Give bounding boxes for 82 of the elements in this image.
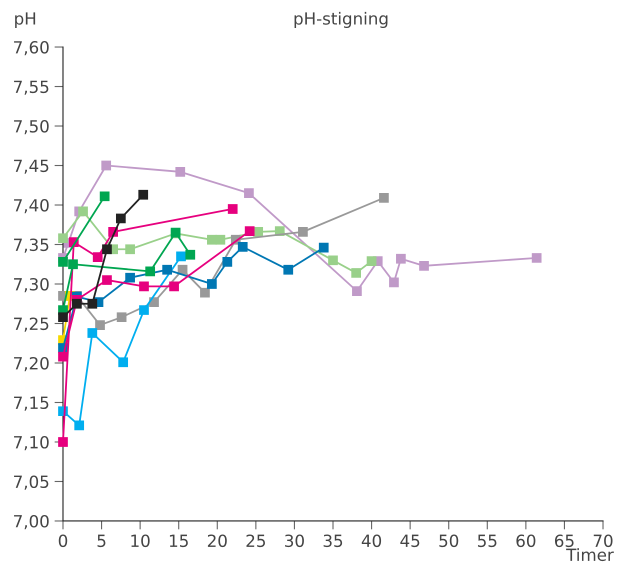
y-tick-label: 7,15 [14, 396, 48, 411]
y-tick-label: 7,50 [14, 120, 49, 134]
x-tick-label: 45 [400, 534, 420, 548]
point [58, 312, 68, 322]
point [125, 244, 135, 254]
point [78, 206, 88, 216]
point [228, 204, 238, 214]
point [419, 260, 429, 271]
y-tick-label: 7,35 [14, 238, 48, 253]
point [396, 254, 406, 264]
point [92, 252, 103, 262]
point [102, 244, 112, 254]
point [366, 256, 376, 266]
x-tick-label: 50 [439, 534, 458, 548]
point [95, 320, 105, 330]
point [216, 234, 226, 245]
point [298, 227, 308, 237]
x-tick-label: 70 [594, 534, 613, 548]
point [58, 233, 68, 244]
point [244, 226, 255, 236]
chart-title: pH-stigning [294, 12, 388, 28]
point [379, 193, 389, 203]
x-axis-title: Timer [566, 548, 614, 562]
point [222, 257, 232, 267]
x-tick-label: 65 [555, 534, 574, 548]
point [185, 250, 196, 260]
point [68, 259, 78, 270]
y-axis-title: pH [15, 12, 36, 28]
point [58, 257, 68, 267]
y-tick-label: 7,55 [14, 80, 48, 95]
point [328, 255, 338, 266]
x-tick-label: 10 [131, 534, 150, 548]
point [389, 278, 399, 288]
point [125, 272, 135, 283]
point [176, 251, 186, 262]
point [118, 357, 128, 368]
point [87, 298, 98, 309]
point [318, 242, 329, 253]
point [352, 286, 362, 296]
point [145, 266, 156, 276]
point [139, 282, 149, 292]
point [116, 312, 126, 322]
y-tick-label: 7,30 [14, 278, 49, 292]
point [283, 264, 294, 275]
point [87, 328, 98, 338]
point [207, 279, 217, 289]
y-tick-label: 7,05 [14, 475, 48, 490]
point [58, 437, 68, 447]
point [101, 160, 112, 170]
y-tick-label: 7,10 [14, 436, 49, 450]
point [72, 298, 82, 309]
point [244, 188, 254, 198]
x-tick-label: 55 [478, 534, 496, 548]
point [351, 268, 362, 278]
point [238, 242, 248, 252]
x-tick-label: 30 [285, 534, 304, 548]
point [74, 420, 84, 430]
point [116, 214, 126, 224]
point [169, 282, 179, 292]
x-tick-label: 35 [324, 534, 342, 548]
point [138, 190, 148, 200]
y-tick-label: 7,00 [14, 514, 49, 530]
x-tick-label: 15 [170, 534, 188, 548]
point [200, 288, 210, 298]
x-tick-label: 20 [208, 534, 227, 548]
y-tick-label: 7,60 [14, 40, 49, 56]
x-tick-label: 25 [246, 534, 266, 548]
x-tick-label: 60 [516, 534, 536, 548]
point [162, 264, 172, 275]
point [175, 166, 186, 177]
x-tick-label: 5 [98, 534, 106, 548]
point [139, 305, 149, 315]
y-tick-label: 7,25 [14, 317, 48, 332]
y-tick-label: 7,40 [14, 198, 49, 214]
x-tick-label: 0 [58, 534, 68, 548]
point [532, 253, 542, 263]
y-tick-label: 7,45 [14, 160, 48, 174]
point [178, 264, 188, 275]
point [102, 275, 112, 285]
y-tick-label: 7,20 [14, 356, 49, 372]
point [100, 191, 110, 202]
x-tick-label: 40 [362, 534, 382, 548]
